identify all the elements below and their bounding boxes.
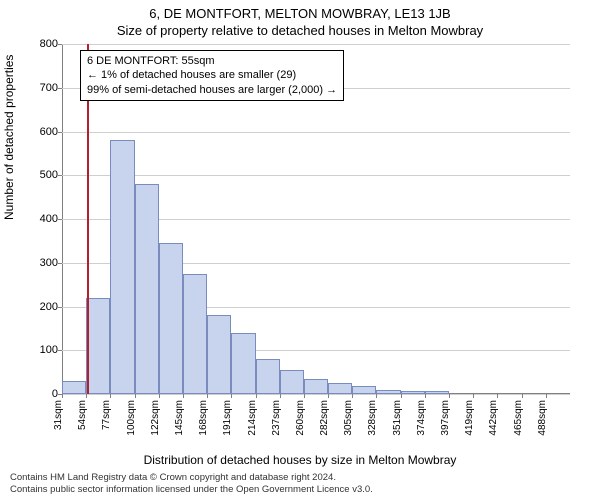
x-tick-mark [473,394,474,398]
histogram-bar [376,390,400,394]
x-tick-mark [231,394,232,398]
x-tick-mark [86,394,87,398]
x-tick-mark [110,394,111,398]
grid-line [62,132,570,133]
x-tick-mark [256,394,257,398]
x-tick-label: 282sqm [319,400,330,436]
histogram-bar [401,391,425,395]
y-tick-mark [58,175,62,176]
y-tick-label: 800 [30,38,58,50]
histogram-bar [86,298,110,394]
x-tick-label: 122sqm [150,400,161,436]
x-axis-label: Distribution of detached houses by size … [0,453,600,467]
x-tick-label: 419sqm [464,400,475,436]
y-tick-mark [58,263,62,264]
y-axis-label: Number of detached properties [2,55,16,220]
x-tick-label: 328sqm [367,400,378,436]
x-tick-mark [159,394,160,398]
histogram-bar [135,184,159,394]
x-tick-mark [497,394,498,398]
x-tick-label: 465sqm [513,400,524,436]
histogram-bar [110,140,134,394]
x-tick-mark [304,394,305,398]
x-tick-label: 31sqm [53,400,64,430]
y-tick-mark [58,219,62,220]
x-tick-mark [401,394,402,398]
plot-area: 010020030040050060070080031sqm54sqm77sqm… [62,44,570,394]
y-tick-label: 500 [30,169,58,181]
histogram-bar [304,379,328,394]
histogram-bar [280,370,304,394]
x-tick-label: 54sqm [77,400,88,430]
x-tick-mark [522,394,523,398]
x-tick-label: 260sqm [295,400,306,436]
y-tick-mark [58,350,62,351]
y-tick-mark [58,44,62,45]
x-tick-mark [352,394,353,398]
x-tick-label: 100sqm [126,400,137,436]
x-tick-label: 305sqm [343,400,354,436]
x-tick-mark [280,394,281,398]
footer-line-2: Contains public sector information licen… [10,484,373,496]
x-tick-label: 488sqm [537,400,548,436]
y-tick-label: 600 [30,126,58,138]
x-tick-label: 237sqm [271,400,282,436]
x-tick-mark [546,394,547,398]
chart-title-main: 6, DE MONTFORT, MELTON MOWBRAY, LE13 1JB [0,0,600,21]
x-tick-mark [183,394,184,398]
grid-line [62,175,570,176]
histogram-bar [231,333,255,394]
x-tick-label: 397sqm [440,400,451,436]
histogram-bar [62,381,86,394]
x-tick-mark [376,394,377,398]
chart-container: 6, DE MONTFORT, MELTON MOWBRAY, LE13 1JB… [0,0,600,500]
histogram-bar [328,383,352,394]
x-tick-label: 214sqm [247,400,258,436]
y-tick-label: 200 [30,301,58,313]
x-tick-label: 442sqm [488,400,499,436]
histogram-bar [425,391,449,395]
y-tick-label: 300 [30,257,58,269]
y-tick-mark [58,307,62,308]
y-tick-label: 400 [30,213,58,225]
histogram-bar [207,315,231,394]
x-tick-mark [328,394,329,398]
annotation-box: 6 DE MONTFORT: 55sqm← 1% of detached hou… [80,50,344,101]
x-tick-mark [449,394,450,398]
y-tick-label: 100 [30,344,58,356]
x-tick-label: 351sqm [392,400,403,436]
footer-text: Contains HM Land Registry data © Crown c… [10,472,373,496]
y-tick-label: 700 [30,82,58,94]
histogram-bar [183,274,207,394]
x-tick-mark [135,394,136,398]
grid-line [62,44,570,45]
x-tick-label: 145sqm [174,400,185,436]
x-tick-mark [425,394,426,398]
x-tick-label: 168sqm [198,400,209,436]
grid-line [62,394,570,395]
histogram-bar [159,243,183,394]
x-tick-label: 191sqm [222,400,233,436]
footer-line-1: Contains HM Land Registry data © Crown c… [10,472,373,484]
chart-title-sub: Size of property relative to detached ho… [0,21,600,38]
annotation-line: ← 1% of detached houses are smaller (29) [87,68,337,82]
x-tick-label: 374sqm [416,400,427,436]
x-tick-label: 77sqm [101,400,112,430]
y-tick-mark [58,88,62,89]
histogram-bar [352,386,376,394]
x-tick-mark [207,394,208,398]
annotation-line: 99% of semi-detached houses are larger (… [87,83,337,97]
annotation-line: 6 DE MONTFORT: 55sqm [87,54,337,68]
histogram-bar [256,359,280,394]
x-tick-mark [62,394,63,398]
y-tick-label: 0 [30,388,58,400]
y-tick-mark [58,132,62,133]
